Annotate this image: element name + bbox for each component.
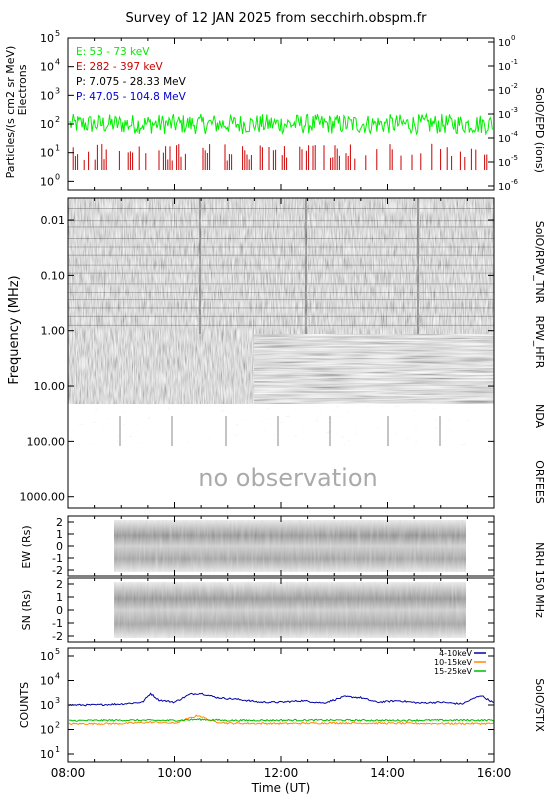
epd-right-tick-exp: -5 [511,154,518,162]
x-tick-label: 10:00 [157,766,192,780]
epd-legend-entry: P: 7.075 - 28.33 MeV [76,76,187,88]
epd-ylabel-right: SolO/EPD (ions) [533,87,546,173]
stix-tick-label: 10 [40,675,54,688]
x-tick-label: 12:00 [264,766,299,780]
nrh-tick-label: 2 [56,578,63,591]
frequency-tick-label: 1.00 [41,325,66,338]
stix-tick-label: 10 [40,748,54,761]
instrument-tnr: SoIO/RPW_TNR [533,221,546,304]
instrument-nda: NDA [533,404,546,429]
epd-right-tick-label: 10 [498,62,511,73]
x-tick-label: 14:00 [370,766,405,780]
stix-series-15-25keV [68,717,494,722]
stix-legend-entry: 10-15keV [434,658,473,667]
frequency-tick-label: 0.01 [41,214,66,227]
stix-tick-label: 10 [40,650,54,663]
epd-left-tick-label: 10 [40,175,54,188]
spectrogram-ylabel: Frequency (MHz) [7,275,22,384]
epd-legend-entry: E: 282 - 397 keV [76,61,164,73]
epd-right-tick-exp: -4 [511,130,519,138]
epd-series-green [69,112,493,136]
epd-left-tick-exp: 2 [55,115,60,124]
nrh-sn-panel: 210-1-2 SN (Rs) [20,577,495,643]
frequency-tick-label: 1000.00 [20,491,66,504]
epd-left-tick-exp: 0 [55,172,60,181]
nda-spectrogram [68,404,480,446]
epd-right-tick-label: 10 [498,182,511,193]
stix-legend-entry: 15-25keV [434,667,473,676]
epd-left-tick-exp: 1 [55,144,60,153]
x-axis-label: Time (UT) [251,781,311,795]
hfr-spectrogram-left [68,334,254,404]
epd-ylabel-2: Electrons [16,64,29,115]
epd-right-tick-label: 10 [498,158,511,169]
stix-tick-exp: 4 [55,672,60,681]
epd-series-red [72,143,488,170]
chart-title: Survey of 12 JAN 2025 from secchirh.obsp… [126,11,428,26]
epd-left-tick-label: 10 [40,61,54,74]
epd-right-tick-exp: -6 [511,178,519,186]
epd-legend-entry: E: 53 - 73 keV [76,46,150,58]
stix-tick-exp: 5 [55,647,60,656]
nrh-sn-ylabel: SN (Rs) [20,590,33,631]
epd-right-tick-label: 10 [498,110,511,121]
instrument-hfr: RPW_HFR [533,316,546,369]
epd-right-tick-exp: -1 [511,58,518,66]
spectrogram-panel: no observation 0.01 0.10 1.00 10.00 100.00 10… [7,197,546,509]
epd-right-tick-exp: -3 [511,106,518,114]
nrh-tick-label: -2 [52,564,63,577]
epd-left-tick-label: 10 [40,89,54,102]
stix-legend-entry: 4-10keV [439,649,472,658]
nrh-ew-panel: 210-1-2 EW (Rs) [20,515,495,577]
epd-right-tick-exp: 0 [511,34,515,42]
x-tick-label: 08:00 [51,766,86,780]
epd-left-tick-exp: 5 [55,29,60,38]
epd-left-tick-label: 10 [40,32,54,45]
nrh-ew-ylabel: EW (Rs) [20,525,33,568]
frequency-tick-label: 10.00 [34,380,66,393]
stix-tick-label: 10 [40,724,54,737]
stix-ylabel-right: SolO/STIX [533,678,546,732]
stix-series-4-10keV [68,692,494,707]
instrument-orfees: ORFEES [533,460,546,504]
epd-right-tick-label: 10 [498,86,511,97]
stix-tick-label: 10 [40,699,54,712]
epd-right-tick-label: 10 [498,134,511,145]
hfr-spectrogram-right [254,334,494,404]
x-tick-label: 16:00 [477,766,512,780]
epd-left-tick-label: 10 [40,147,54,160]
tnr-spectrogram [68,198,494,334]
nrh-tick-label: 0 [56,604,63,617]
epd-ylabel: Particles/(s cm2 sr MeV) [4,46,17,179]
epd-right-tick-label: 10 [498,38,511,49]
nrh-tick-label: 0 [56,540,63,553]
nrh-tick-label: 2 [56,516,63,529]
stix-series-10-15keV [68,714,494,726]
nrh-tick-label: -1 [52,552,63,565]
nrh-label: NRH 150 MHz [533,542,546,618]
nrh-tick-label: 1 [56,528,63,541]
nrh-tick-label: -1 [52,617,63,630]
nrh-tick-label: 1 [56,591,63,604]
frequency-tick-label: 100.00 [27,435,66,448]
stix-tick-exp: 2 [55,721,60,730]
frequency-tick-label: 0.10 [41,269,66,282]
epd-left-tick-exp: 3 [55,86,60,95]
stix-tick-exp: 1 [55,745,60,754]
epd-left-tick-label: 10 [40,118,54,131]
nrh-tick-label: -2 [52,630,63,643]
epd-left-tick-exp: 4 [55,58,60,67]
stix-ylabel: COUNTS [18,682,31,728]
stix-tick-exp: 3 [55,696,60,705]
no-observation-label: no observation [198,464,377,492]
epd-legend-entry: P: 47.05 - 104.8 MeV [76,91,187,103]
epd-panel: 10 010 110 210 310 410 510 -610 -510 -410 -310 -210… [4,29,546,193]
epd-right-tick-exp: -2 [511,82,518,90]
